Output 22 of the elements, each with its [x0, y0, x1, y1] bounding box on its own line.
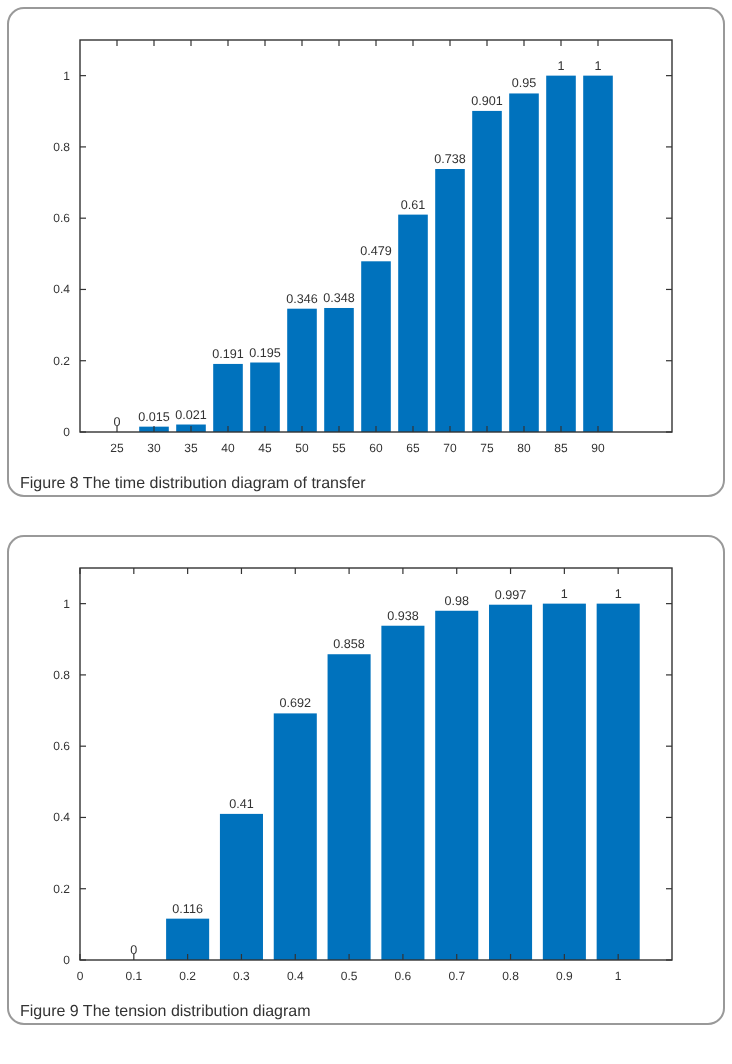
bar [250, 362, 280, 432]
caption: Figure 8 The time distribution diagram of transfer [20, 474, 367, 492]
bar [381, 625, 425, 960]
bar [219, 813, 263, 960]
bar [398, 214, 428, 432]
bar [287, 308, 317, 432]
bar [327, 654, 371, 960]
bar [166, 918, 210, 960]
bar [583, 75, 613, 432]
bar [324, 307, 354, 432]
bar [509, 93, 539, 432]
bar [546, 75, 576, 432]
bar [489, 604, 533, 960]
bar [472, 110, 502, 432]
bar [542, 603, 586, 960]
bar [213, 363, 243, 432]
caption: Figure 9 The tension distribution diagram [20, 1002, 312, 1020]
bar [273, 713, 317, 960]
bar [435, 169, 465, 432]
bar [435, 610, 479, 960]
bar [361, 261, 391, 432]
bar [596, 603, 640, 960]
